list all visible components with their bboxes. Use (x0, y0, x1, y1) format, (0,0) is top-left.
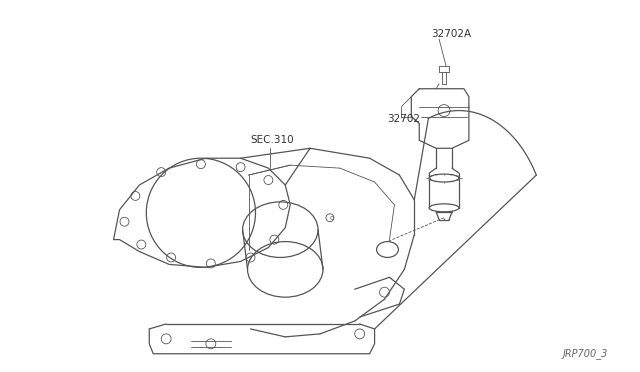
Text: 32702A: 32702A (431, 29, 471, 39)
Text: 32702: 32702 (387, 113, 420, 124)
Text: JRP700_3: JRP700_3 (563, 348, 608, 359)
Text: SEC.310: SEC.310 (250, 135, 294, 145)
Text: o: o (330, 215, 334, 221)
